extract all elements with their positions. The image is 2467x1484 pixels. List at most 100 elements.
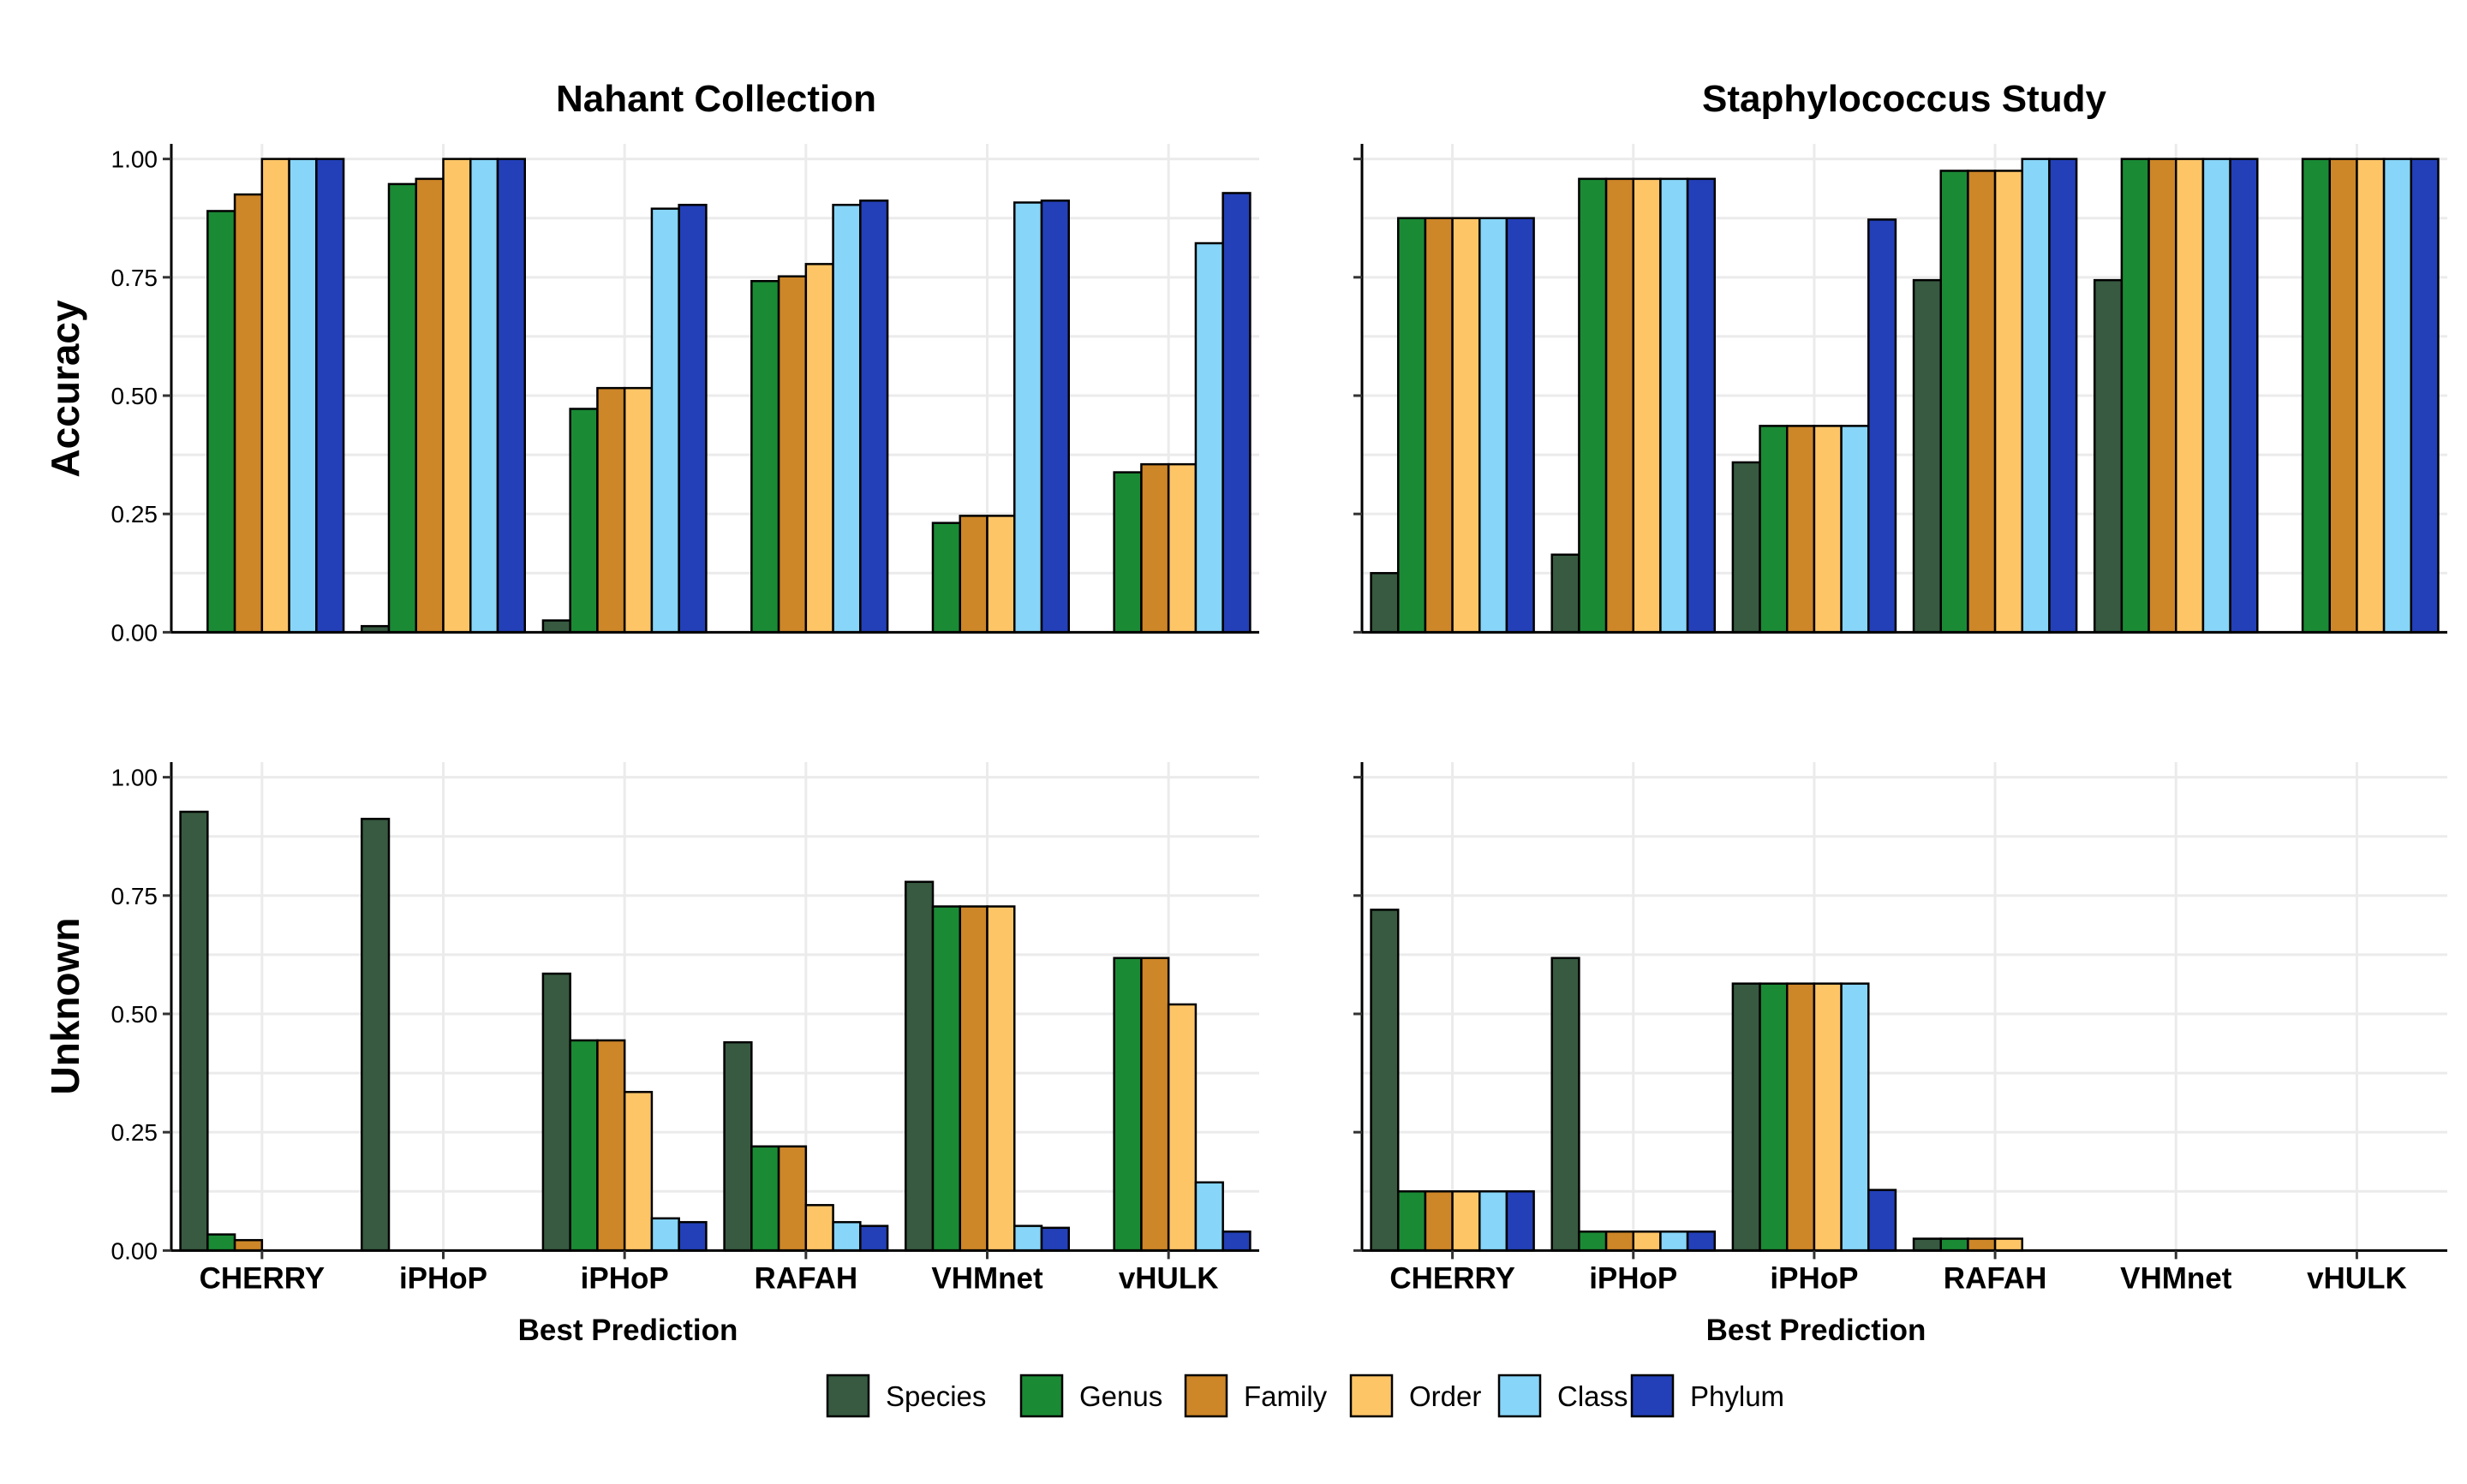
panel-unknown-nahant-collection-bar-iphop-2-family xyxy=(596,1039,626,1252)
panel-accuracy-staphylococcus-study-bar-iphop-1-species xyxy=(1550,553,1580,634)
panel-accuracy-staphylococcus-study-bar-vhmnet-4-order xyxy=(2175,158,2205,634)
panel-accuracy-nahant-collection-ytick-label: 0.75 xyxy=(111,265,158,291)
panel-unknown-staphylococcus-study-bar-rafah-3-order xyxy=(1993,1237,2024,1252)
panel-accuracy-staphylococcus-study-bar-cherry-0-genus xyxy=(1396,217,1427,634)
legend-label-genus: Genus xyxy=(1079,1380,1162,1412)
legend-swatch-class xyxy=(1497,1374,1542,1418)
panel-accuracy-nahant-collection-bar-iphop-1-order xyxy=(442,158,472,634)
panel-accuracy-staphylococcus-study-bar-cherry-0-phylum xyxy=(1505,217,1535,634)
panel-unknown-nahant-collection-xtick-label-iphop: iPHoP xyxy=(581,1261,669,1295)
panel-unknown-staphylococcus-study-bar-iphop-2-phylum xyxy=(1867,1189,1897,1252)
panels-group: 0.00 0.25 0.50 0.75 1.00 0.00 0.25 0.50 0.75 1.00… xyxy=(111,144,2447,1295)
panel-unknown-staphylococcus-study-bar-iphop-2-class xyxy=(1840,982,1870,1252)
panel-accuracy-staphylococcus-study-bar-rafah-3-phylum xyxy=(2048,158,2078,634)
panel-accuracy-nahant-collection-bar-vhulk-5-phylum xyxy=(1222,192,1251,634)
legend-swatch-family xyxy=(1184,1374,1228,1418)
panel-unknown-staphylococcus-study-bar-cherry-0-family xyxy=(1424,1190,1454,1252)
panel-unknown-nahant-collection-bar-vhmnet-4-species xyxy=(905,880,935,1252)
panel-accuracy-nahant-collection-bar-rafah-3-family xyxy=(777,275,808,634)
legend-label-phylum: Phylum xyxy=(1690,1380,1784,1412)
panel-accuracy-staphylococcus-study-bar-vhulk-5-genus xyxy=(2301,158,2331,634)
row-label-accuracy: Accuracy xyxy=(43,300,87,478)
panel-unknown-staphylococcus-study-bar-iphop-1-phylum xyxy=(1686,1231,1717,1252)
panel-accuracy-nahant-collection-bar-iphop-1-class xyxy=(469,158,499,634)
panel-accuracy-staphylococcus-study-bar-vhmnet-4-class xyxy=(2201,158,2231,634)
panel-accuracy-staphylococcus-study-bar-cherry-0-order xyxy=(1451,217,1481,634)
legend-label-family: Family xyxy=(1244,1380,1328,1412)
panel-unknown-nahant-collection-bar-rafah-3-class xyxy=(832,1220,862,1252)
panel-accuracy-nahant-collection-bar-iphop-2-order xyxy=(623,386,654,634)
panel-accuracy-nahant-collection-bar-vhulk-5-class xyxy=(1194,241,1224,634)
panel-accuracy-nahant-collection-bar-iphop-2-class xyxy=(650,207,680,634)
panel-unknown-nahant-collection-ytick-label: 0.00 xyxy=(111,1237,158,1264)
legend-swatch-genus xyxy=(1019,1374,1064,1418)
panel-unknown-nahant-collection-xtick-label-rafah: RAFAH xyxy=(755,1261,858,1295)
panel-accuracy-nahant-collection-bar-vhulk-5-family xyxy=(1140,462,1170,634)
panel-accuracy-staphylococcus-study-bar-vhulk-5-class xyxy=(2382,158,2413,634)
legend: Species Genus Family Order Class Phylum xyxy=(826,1374,1784,1418)
panel-unknown-nahant-collection-bar-vhmnet-4-class xyxy=(1013,1225,1043,1252)
panel-unknown-nahant-collection-ytick-label: 0.25 xyxy=(111,1119,158,1146)
panel-accuracy-staphylococcus-study-bar-iphop-2-class xyxy=(1840,425,1870,634)
panel-unknown-nahant-collection-xtick-label-iphop: iPHoP xyxy=(399,1261,487,1295)
panel-unknown-staphylococcus-study-bar-iphop-1-family xyxy=(1604,1231,1634,1252)
panel-unknown-nahant-collection-bar-iphop-2-phylum xyxy=(678,1220,708,1252)
panel-unknown-nahant-collection-bar-iphop-2-order xyxy=(623,1090,654,1252)
legend-swatch-order xyxy=(1349,1374,1394,1418)
panel-accuracy-nahant-collection-bar-vhmnet-4-phylum xyxy=(1040,200,1070,634)
panel-unknown-nahant-collection-bar-rafah-3-genus xyxy=(750,1145,780,1252)
panel-accuracy-staphylococcus-study-bar-vhmnet-4-genus xyxy=(2120,158,2150,634)
panel-unknown-staphylococcus-study-bar-cherry-0-genus xyxy=(1396,1190,1427,1252)
panel-unknown-nahant-collection-bar-iphop-2-species xyxy=(541,972,571,1252)
panel-unknown-staphylococcus-study-bar-cherry-0-phylum xyxy=(1505,1190,1535,1252)
panel-unknown-staphylococcus-study-bar-cherry-0-order xyxy=(1451,1190,1481,1252)
panel-unknown-nahant-collection-bar-vhulk-5-phylum xyxy=(1222,1231,1251,1252)
panel-accuracy-nahant-collection-bar-cherry-0-phylum xyxy=(315,158,345,634)
panel-unknown-nahant-collection-xtick-label-vhmnet: VHMnet xyxy=(931,1261,1043,1295)
legend-label-species: Species xyxy=(886,1380,986,1412)
panel-unknown-nahant-collection-ytick-label: 1.00 xyxy=(111,765,158,791)
panel-accuracy-staphylococcus-study-bar-rafah-3-species xyxy=(1912,278,1942,634)
panel-unknown-nahant-collection-bar-iphop-2-class xyxy=(650,1217,680,1252)
panel-accuracy-staphylococcus-study-bar-iphop-2-order xyxy=(1813,425,1843,634)
x-axis-label-right: Best Prediction xyxy=(1706,1314,1926,1347)
facet-title-right: Staphylococcus Study xyxy=(1702,78,2106,120)
panel-unknown-nahant-collection-bar-rafah-3-phylum xyxy=(859,1225,889,1252)
facet-title-left: Nahant Collection xyxy=(556,78,876,120)
panel-unknown-staphylococcus-study-xtick-label-rafah: RAFAH xyxy=(1944,1261,2047,1295)
panel-unknown-nahant-collection-bar-vhulk-5-family xyxy=(1140,957,1170,1252)
x-axis-label-left: Best Prediction xyxy=(518,1314,738,1347)
panel-unknown-nahant-collection-bar-vhulk-5-class xyxy=(1194,1181,1224,1252)
panel-accuracy-staphylococcus-study-bar-cherry-0-family xyxy=(1424,217,1454,634)
panel-unknown-nahant-collection-bar-vhmnet-4-order xyxy=(986,905,1016,1252)
panel-accuracy-staphylococcus-study-bar-rafah-3-order xyxy=(1993,170,2024,634)
panel-unknown-staphylococcus-study-xtick-label-vhulk: vHULK xyxy=(2307,1261,2407,1295)
panel-accuracy-nahant-collection-ytick-label: 0.00 xyxy=(111,619,158,646)
panel-unknown-nahant-collection-bar-rafah-3-family xyxy=(777,1145,808,1252)
panel-unknown-nahant-collection-xtick-label-cherry: CHERRY xyxy=(200,1261,326,1295)
panel-unknown-staphylococcus-study-bar-iphop-1-class xyxy=(1659,1231,1689,1252)
panel-accuracy-nahant-collection-bar-rafah-3-order xyxy=(804,263,834,634)
panel-unknown-nahant-collection-bar-vhulk-5-genus xyxy=(1113,957,1143,1252)
panel-accuracy-staphylococcus-study-bar-cherry-0-species xyxy=(1370,572,1400,634)
panel-accuracy-nahant-collection-bar-cherry-0-order xyxy=(260,158,290,634)
panel-accuracy-nahant-collection-bar-vhulk-5-order xyxy=(1167,462,1198,634)
panel-unknown-staphylococcus-study-xtick-label-vhmnet: VHMnet xyxy=(2120,1261,2232,1295)
legend-label-class: Class xyxy=(1557,1380,1628,1412)
panel-unknown-staphylococcus-study-bar-rafah-3-genus xyxy=(1939,1237,1969,1252)
panel-unknown-staphylococcus-study-bar-cherry-0-class xyxy=(1478,1190,1508,1252)
panel-unknown-staphylococcus-study-bar-iphop-2-family xyxy=(1785,982,1816,1252)
panel-accuracy-nahant-collection-ytick-label: 0.50 xyxy=(111,383,158,409)
panel-unknown-nahant-collection-bar-vhmnet-4-phylum xyxy=(1040,1226,1070,1252)
panel-accuracy-nahant-collection-ytick-label: 1.00 xyxy=(111,146,158,173)
panel-unknown-staphylococcus-study-xtick-label-iphop: iPHoP xyxy=(1589,1261,1677,1295)
panel-accuracy-staphylococcus-study-bar-vhmnet-4-species xyxy=(2093,278,2124,634)
panel-accuracy-nahant-collection-bar-rafah-3-phylum xyxy=(859,200,889,634)
panel-accuracy-nahant-collection-bar-iphop-2-genus xyxy=(569,408,599,634)
panel-accuracy-staphylococcus-study-bar-iphop-1-family xyxy=(1604,177,1634,634)
panel-accuracy-staphylococcus-study-bar-iphop-1-phylum xyxy=(1686,177,1717,634)
panel-accuracy-staphylococcus-study-bar-iphop-1-class xyxy=(1659,177,1689,634)
panel-accuracy-staphylococcus-study-bar-iphop-2-species xyxy=(1731,461,1761,634)
panel-unknown-nahant-collection-xtick-label-vhulk: vHULK xyxy=(1119,1261,1219,1295)
